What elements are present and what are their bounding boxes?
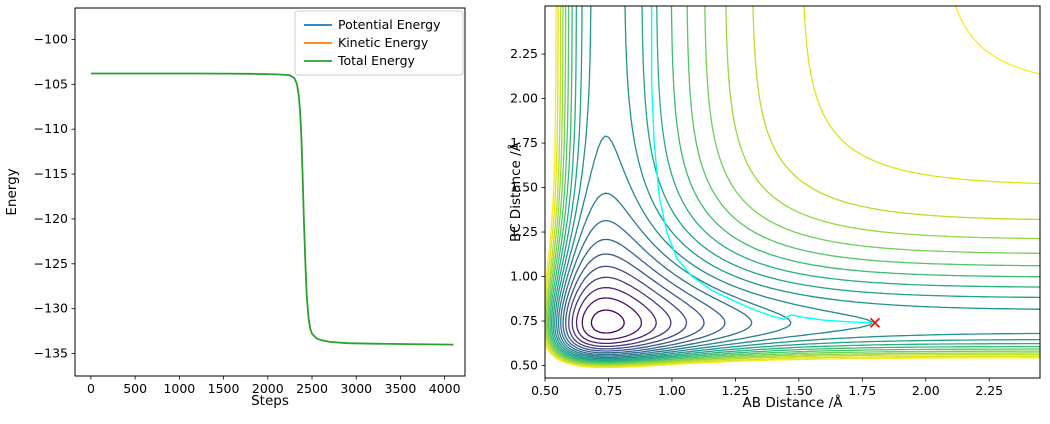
contour-line [550,5,1041,362]
energy-xlabel: Steps [251,393,289,409]
contour-line [560,219,753,356]
contour-line [565,253,705,352]
x-tick-label: 3500 [385,381,417,396]
legend-label: Potential Energy [338,17,441,32]
contour-line [554,5,1041,360]
contour-line [547,5,1041,364]
contour-line [568,265,688,350]
pes-xlabel: AB Distance /Å [742,395,843,411]
y-tick-label: 2.25 [510,46,538,61]
y-tick-label: 1.25 [510,224,538,239]
contour-line [549,5,1041,363]
contour-line [590,309,625,334]
contour-line [544,5,1041,368]
x-tick-label: 0.50 [531,383,559,398]
total-energy-line [90,72,454,346]
x-tick-label: 2500 [296,381,328,396]
contour-line [545,5,1041,366]
contour-line [552,5,1041,361]
x-tick-label: 0 [87,381,95,396]
pes-contour-chart: 0.50 0.75 1.00 1.25 1.50 1.75 2.00 2.25 0.50 0.75… [510,5,1041,398]
y-tick-label: −110 [34,121,68,136]
plot-border [74,7,466,377]
y-tick-label: −135 [34,346,68,361]
x-tick-label: 1500 [208,381,240,396]
contour-line [581,297,643,341]
y-tick-label: −125 [34,256,68,271]
y-tick-label: −105 [34,76,68,91]
x-tick-label: 4000 [429,381,461,396]
contour-line [562,238,726,354]
trajectory-line [650,6,876,324]
x-tick-label: 1.75 [848,383,876,398]
x-tick-label: 3000 [340,381,372,396]
end-marker-icon [869,317,881,328]
x-tick-label: 2.00 [912,383,940,398]
pes-ylabel: BC Distance /Å [508,142,524,242]
x-tick-label: 500 [123,381,147,396]
y-tick-label: 1.75 [510,135,538,150]
x-tick-label: 2.25 [975,383,1003,398]
energy-ylabel: Energy [4,168,20,216]
x-tick-label: 0.75 [595,383,623,398]
x-tick-label: 2000 [252,381,284,396]
x-tick-label: 1.25 [721,383,749,398]
y-tick-label: −115 [34,166,68,181]
y-tick-label: 0.75 [510,313,538,328]
y-tick-label: 1.50 [510,180,538,195]
contour-line [575,286,657,345]
y-tick-label: 0.50 [510,358,538,373]
contour-line [571,276,672,348]
contour-line [544,5,1041,367]
y-tick-label: −120 [34,211,68,226]
legend-label: Kinetic Energy [338,35,429,50]
legend-box [294,10,464,76]
y-tick-label: 2.00 [510,91,538,106]
plot-border [544,5,1041,379]
y-tick-label: 1.00 [510,269,538,284]
legend-label: Total Energy [337,53,416,68]
x-tick-label: 1000 [163,381,195,396]
y-tick-label: −130 [34,301,68,316]
energy-line-chart: 0 500 1000 1500 2000 2500 3000 3500 4000 −100 −105… [34,7,466,396]
contour-line [546,5,1041,365]
x-tick-label: 1.00 [658,383,686,398]
x-tick-label: 1.50 [785,383,813,398]
contour-line [544,5,1041,369]
y-tick-label: −100 [34,31,68,46]
contour-line [555,135,873,359]
contour-line [557,192,792,357]
